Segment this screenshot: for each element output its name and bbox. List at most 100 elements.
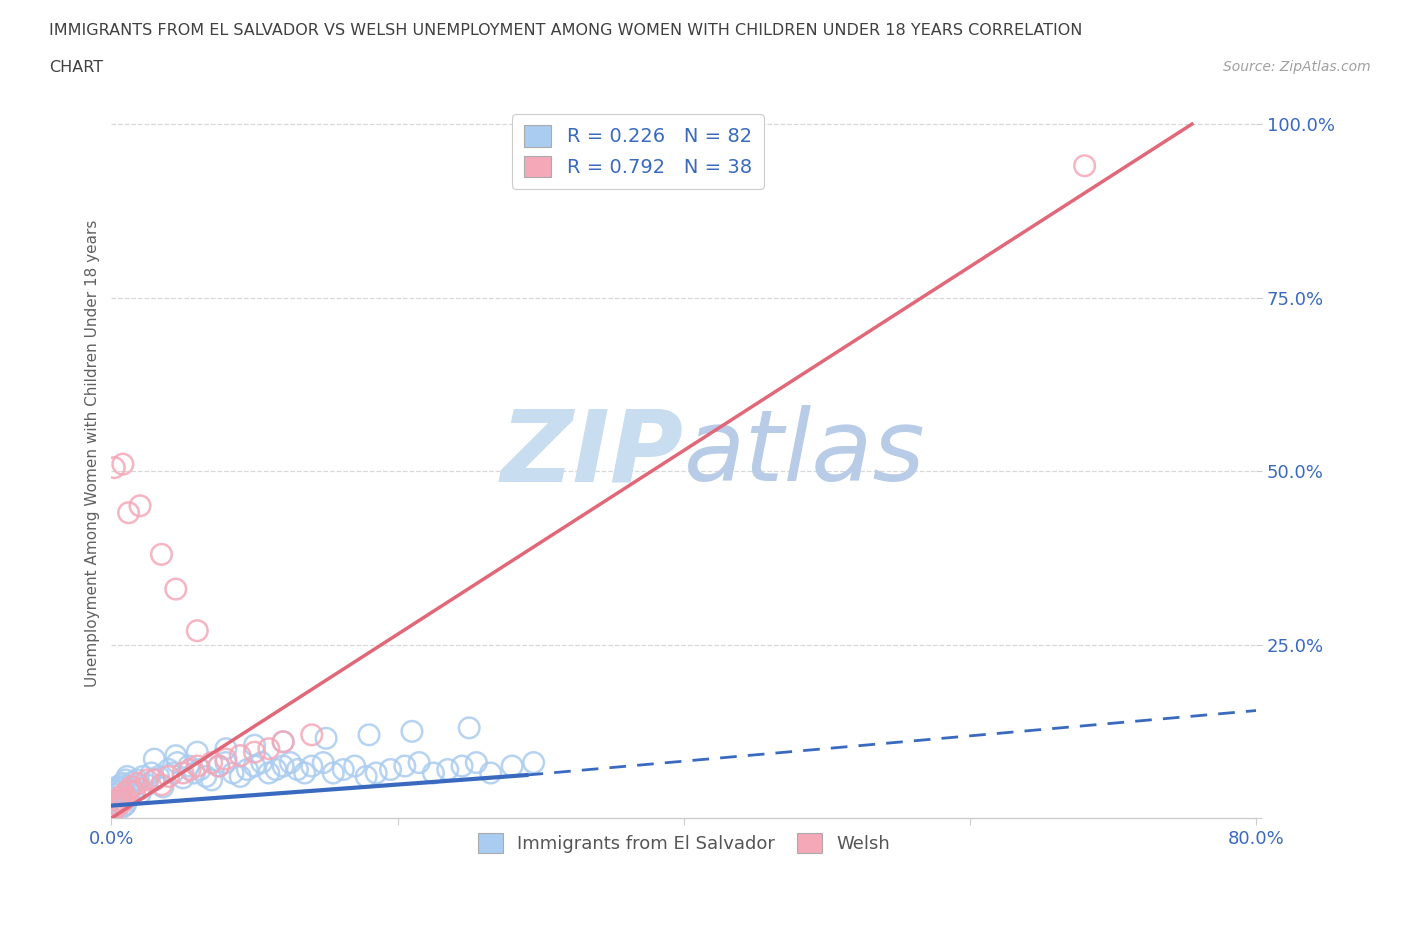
Point bbox=[243, 759, 266, 774]
Point bbox=[451, 759, 474, 774]
Point bbox=[215, 751, 238, 766]
Point bbox=[143, 751, 166, 766]
Point bbox=[104, 797, 127, 812]
Point bbox=[143, 773, 166, 788]
Point bbox=[257, 741, 280, 756]
Point bbox=[104, 797, 127, 812]
Point bbox=[380, 762, 402, 777]
Text: ZIP: ZIP bbox=[501, 405, 683, 502]
Point bbox=[152, 779, 174, 794]
Point bbox=[394, 759, 416, 774]
Point bbox=[343, 759, 366, 774]
Point bbox=[103, 800, 125, 815]
Point bbox=[200, 773, 222, 788]
Point bbox=[271, 735, 294, 750]
Point bbox=[172, 770, 194, 785]
Point bbox=[101, 805, 124, 820]
Point bbox=[401, 724, 423, 738]
Point bbox=[501, 759, 523, 774]
Point bbox=[312, 755, 335, 770]
Point bbox=[366, 765, 388, 780]
Point bbox=[118, 784, 141, 799]
Point bbox=[105, 779, 128, 794]
Point bbox=[108, 795, 131, 810]
Point bbox=[208, 759, 231, 774]
Point bbox=[278, 755, 301, 770]
Point bbox=[103, 800, 125, 815]
Point bbox=[127, 776, 149, 790]
Point bbox=[112, 779, 135, 794]
Point bbox=[208, 759, 231, 774]
Point bbox=[322, 765, 344, 780]
Point bbox=[111, 776, 134, 790]
Point bbox=[243, 737, 266, 752]
Point bbox=[301, 759, 323, 774]
Point bbox=[120, 779, 142, 794]
Point bbox=[271, 759, 294, 774]
Point bbox=[112, 798, 135, 813]
Point bbox=[243, 745, 266, 760]
Point bbox=[165, 581, 187, 596]
Point bbox=[148, 769, 170, 784]
Point bbox=[422, 765, 444, 780]
Point bbox=[229, 749, 252, 764]
Y-axis label: Unemployment Among Women with Children Under 18 years: Unemployment Among Women with Children U… bbox=[86, 220, 100, 687]
Point bbox=[107, 798, 129, 813]
Point bbox=[127, 773, 149, 788]
Point bbox=[157, 762, 180, 777]
Point bbox=[112, 787, 135, 802]
Point bbox=[117, 790, 139, 804]
Point bbox=[188, 762, 211, 777]
Point bbox=[250, 755, 273, 770]
Point bbox=[357, 727, 380, 742]
Point bbox=[129, 498, 152, 513]
Point bbox=[124, 783, 146, 798]
Point bbox=[222, 765, 245, 780]
Point bbox=[264, 762, 287, 777]
Point bbox=[107, 784, 129, 799]
Point bbox=[354, 769, 377, 784]
Text: atlas: atlas bbox=[683, 405, 925, 502]
Point bbox=[111, 793, 134, 808]
Point bbox=[186, 759, 208, 774]
Point bbox=[107, 798, 129, 813]
Point bbox=[115, 769, 138, 784]
Point bbox=[117, 783, 139, 798]
Point bbox=[105, 793, 128, 808]
Point bbox=[408, 755, 430, 770]
Text: CHART: CHART bbox=[49, 60, 103, 75]
Point bbox=[122, 775, 145, 790]
Point bbox=[129, 781, 152, 796]
Point bbox=[132, 769, 155, 784]
Point bbox=[229, 769, 252, 784]
Point bbox=[186, 623, 208, 638]
Point bbox=[124, 784, 146, 799]
Point bbox=[114, 773, 136, 788]
Point bbox=[165, 749, 187, 764]
Point bbox=[105, 793, 128, 808]
Point bbox=[120, 779, 142, 794]
Point bbox=[108, 781, 131, 796]
Point bbox=[183, 765, 205, 780]
Point bbox=[150, 547, 173, 562]
Point bbox=[186, 745, 208, 760]
Point bbox=[215, 741, 238, 756]
Point bbox=[104, 783, 127, 798]
Point bbox=[141, 765, 163, 780]
Point bbox=[287, 762, 309, 777]
Point bbox=[129, 787, 152, 802]
Point bbox=[301, 727, 323, 742]
Point bbox=[110, 777, 132, 792]
Point bbox=[458, 721, 481, 736]
Point bbox=[114, 797, 136, 812]
Point bbox=[479, 765, 502, 780]
Point bbox=[236, 762, 259, 777]
Point bbox=[101, 797, 124, 812]
Point bbox=[157, 769, 180, 784]
Point bbox=[294, 765, 316, 780]
Point bbox=[110, 795, 132, 810]
Point bbox=[110, 800, 132, 815]
Point bbox=[465, 755, 488, 770]
Point bbox=[136, 777, 159, 792]
Point bbox=[143, 773, 166, 788]
